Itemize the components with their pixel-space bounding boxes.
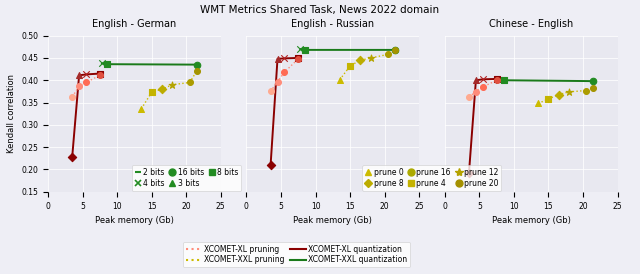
- Point: [345, 64, 355, 68]
- Point: [95, 71, 105, 76]
- Legend: XCOMET-XL pruning, XCOMET-XXL pruning, XCOMET-XL quantization, XCOMET-XXL quanti: XCOMET-XL pruning, XCOMET-XXL pruning, X…: [183, 242, 410, 267]
- X-axis label: Peak memory (Gb): Peak memory (Gb): [492, 216, 571, 225]
- Point: [273, 57, 283, 61]
- Point: [471, 90, 481, 94]
- Point: [102, 62, 112, 66]
- Point: [167, 82, 177, 87]
- X-axis label: Peak memory (Gb): Peak memory (Gb): [95, 216, 174, 225]
- Point: [464, 95, 474, 99]
- Point: [81, 72, 91, 77]
- Point: [266, 163, 276, 167]
- Legend: prune 0, prune 8, prune 16, prune 4, prune 12, prune 20: prune 0, prune 8, prune 16, prune 4, pru…: [362, 165, 502, 191]
- Title: Chinese - English: Chinese - English: [489, 19, 573, 29]
- Point: [266, 89, 276, 94]
- Point: [499, 78, 509, 82]
- Point: [136, 107, 147, 111]
- Point: [293, 57, 303, 61]
- Point: [588, 86, 598, 90]
- Point: [335, 78, 345, 82]
- Point: [477, 77, 488, 82]
- Text: WMT Metrics Shared Task, News 2022 domain: WMT Metrics Shared Task, News 2022 domai…: [200, 5, 440, 15]
- Point: [74, 84, 84, 89]
- Point: [355, 58, 365, 62]
- Point: [493, 78, 504, 82]
- Point: [147, 90, 157, 95]
- Point: [533, 101, 543, 106]
- Point: [157, 87, 167, 91]
- Point: [477, 85, 488, 89]
- Point: [390, 48, 400, 52]
- Point: [492, 77, 502, 81]
- Point: [279, 56, 289, 61]
- Point: [383, 52, 393, 56]
- Point: [279, 70, 289, 75]
- Point: [67, 155, 77, 159]
- Point: [554, 92, 564, 97]
- Point: [564, 90, 574, 94]
- Point: [67, 95, 77, 99]
- X-axis label: Peak memory (Gb): Peak memory (Gb): [293, 216, 372, 225]
- Point: [365, 56, 376, 60]
- Legend: 2 bits, 4 bits, 16 bits, 3 bits, 8 bits: 2 bits, 4 bits, 16 bits, 3 bits, 8 bits: [132, 165, 241, 191]
- Point: [184, 80, 195, 85]
- Point: [95, 73, 105, 78]
- Point: [390, 48, 400, 52]
- Point: [273, 79, 283, 84]
- Point: [97, 61, 107, 65]
- Point: [581, 88, 591, 93]
- Y-axis label: Kendall correlation: Kendall correlation: [7, 74, 16, 153]
- Point: [588, 79, 598, 83]
- Point: [543, 97, 554, 101]
- Point: [295, 47, 305, 51]
- Point: [300, 48, 310, 52]
- Point: [293, 56, 303, 60]
- Point: [492, 78, 502, 82]
- Point: [464, 170, 474, 175]
- Point: [471, 78, 481, 82]
- Point: [191, 69, 202, 73]
- Point: [191, 62, 202, 67]
- Point: [74, 73, 84, 78]
- Title: English - Russian: English - Russian: [291, 19, 374, 29]
- Point: [81, 80, 91, 85]
- Title: English - German: English - German: [92, 19, 177, 29]
